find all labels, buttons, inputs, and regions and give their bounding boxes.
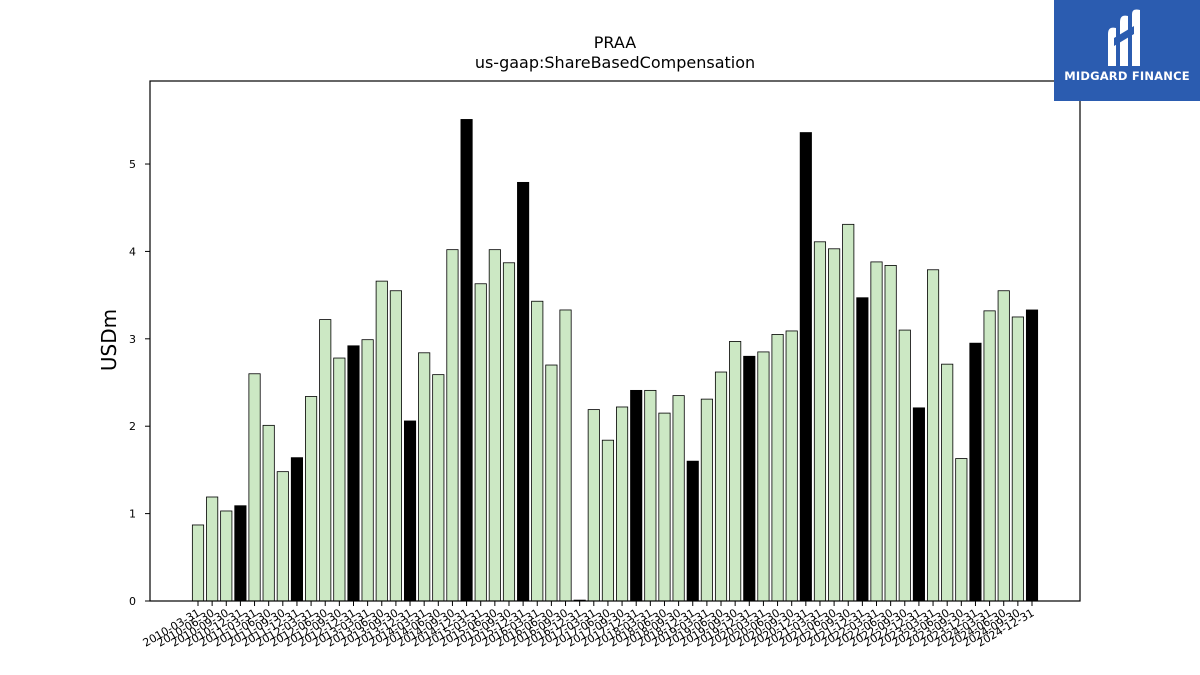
- bar-2015-06-30: [488, 249, 501, 602]
- bar-2023-09-30: [955, 458, 968, 602]
- bar-2014-06-30: [432, 374, 445, 602]
- y-axis-label: USDm: [97, 309, 121, 371]
- bar-2012-09-30: [333, 357, 346, 602]
- bar-2018-03-31: [644, 389, 657, 602]
- bar-2011-12-31: [290, 457, 304, 602]
- plot-frame: [149, 80, 1081, 602]
- bar-2019-03-31: [700, 398, 713, 602]
- bar-2024-12-31: [1025, 309, 1039, 602]
- bar-2011-09-30: [276, 471, 289, 602]
- bar-2017-06-30: [601, 439, 614, 602]
- bar-2022-09-30: [898, 329, 911, 602]
- bar-2017-03-31: [587, 409, 600, 602]
- bar-2014-12-31: [460, 119, 473, 602]
- y-tick-label: 2: [129, 420, 136, 433]
- y-tick-label: 0: [129, 595, 136, 608]
- bar-2022-03-31: [870, 261, 883, 602]
- bar-2024-03-31: [983, 310, 996, 602]
- bar-2023-06-30: [941, 363, 954, 602]
- x-axis: 2010-03-312010-06-302010-09-302010-12-31…: [141, 601, 1037, 650]
- bar-2018-09-30: [672, 395, 685, 602]
- bars-group: [191, 119, 1039, 602]
- bar-2019-06-30: [714, 371, 728, 602]
- y-tick-label: 5: [129, 158, 136, 171]
- bar-2023-03-31: [927, 269, 940, 602]
- bar-2018-12-31: [686, 460, 699, 602]
- bar-2012-12-31: [347, 345, 360, 602]
- bar-2013-03-31: [361, 339, 374, 602]
- bar-2013-06-30: [375, 280, 388, 602]
- brand-name: MIDGARD FINANCE: [1064, 69, 1190, 83]
- bar-2013-09-30: [389, 290, 402, 602]
- y-tick-label: 1: [129, 508, 136, 521]
- bar-2014-03-31: [418, 352, 431, 602]
- y-axis: 0 1 2 3 4 5: [129, 158, 150, 608]
- bar-2021-09-30: [842, 223, 855, 602]
- bar-2022-12-31: [912, 407, 925, 602]
- bar-2020-06-30: [771, 334, 784, 602]
- bar-2017-12-31: [630, 389, 643, 602]
- bar-2024-06-30: [997, 290, 1010, 602]
- bar-2015-12-31: [517, 181, 530, 602]
- bar-2021-06-30: [828, 248, 841, 602]
- y-tick-label: 4: [129, 245, 136, 258]
- bar-2024-09-30: [1011, 316, 1024, 602]
- bar-2011-06-30: [262, 424, 275, 602]
- bar-2020-09-30: [785, 330, 798, 602]
- bar-2020-12-31: [799, 132, 812, 602]
- bar-2011-03-31: [248, 373, 261, 602]
- brand-logo: MIDGARD FINANCE: [1054, 0, 1200, 101]
- bar-2013-12-31: [403, 420, 417, 602]
- bar-2014-09-30: [446, 249, 459, 602]
- chart-subtitle: us-gaap:ShareBasedCompensation: [475, 53, 755, 72]
- bar-2012-03-31: [305, 396, 318, 602]
- bar-2016-09-30: [559, 309, 572, 602]
- bar-2010-06-30: [206, 496, 219, 602]
- bar-2012-06-30: [319, 319, 332, 602]
- bar-2022-06-30: [884, 264, 897, 602]
- bar-2015-03-31: [474, 283, 487, 602]
- bar-2010-12-31: [234, 505, 247, 602]
- bar-2016-06-30: [545, 364, 558, 602]
- chart-title: PRAA: [594, 33, 637, 52]
- bar-2017-09-30: [616, 406, 629, 602]
- bar-2019-09-30: [729, 341, 742, 602]
- bar-2010-09-30: [220, 510, 233, 602]
- bar-2016-03-31: [531, 300, 544, 602]
- bar-2021-03-31: [813, 241, 827, 602]
- bar-2010-03-31: [191, 524, 205, 602]
- bar-2015-09-30: [502, 262, 516, 602]
- midgard-logo-icon: [1108, 9, 1140, 67]
- bar-2019-12-31: [743, 355, 756, 602]
- bar-2023-12-31: [969, 342, 982, 602]
- bar-2020-03-31: [757, 351, 770, 602]
- bar-2021-12-31: [856, 297, 869, 602]
- bar-2018-06-30: [658, 412, 671, 602]
- y-tick-label: 3: [129, 333, 136, 346]
